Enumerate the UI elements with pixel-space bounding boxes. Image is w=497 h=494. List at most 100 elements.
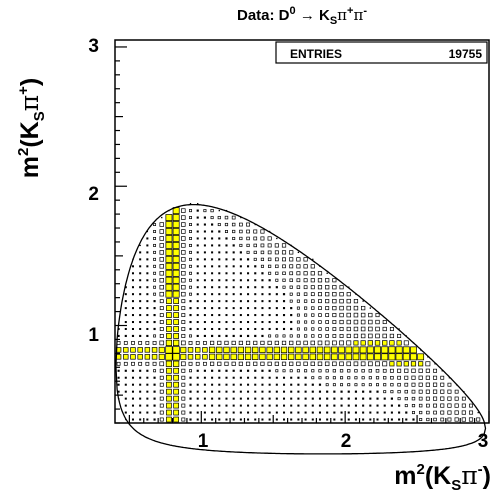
histogram-bin	[153, 313, 156, 317]
histogram-bin	[359, 353, 367, 361]
histogram-bin	[203, 216, 206, 219]
histogram-bin	[218, 369, 221, 372]
histogram-bin	[159, 257, 164, 262]
histogram-bin	[195, 361, 200, 366]
histogram-bin	[382, 326, 387, 332]
histogram-bin	[124, 334, 127, 338]
histogram-bin	[247, 383, 250, 386]
histogram-bin	[361, 383, 365, 387]
histogram-bin	[267, 257, 272, 262]
histogram-bin	[189, 209, 193, 213]
histogram-bin	[297, 383, 300, 386]
histogram-bin	[254, 404, 257, 407]
histogram-bin	[173, 374, 179, 381]
histogram-bin	[146, 258, 149, 261]
histogram-bin	[410, 346, 417, 354]
histogram-bin	[281, 361, 287, 366]
histogram-bin	[146, 404, 149, 407]
histogram-bin	[189, 202, 192, 205]
histogram-bin	[304, 390, 307, 393]
histogram-bin	[123, 361, 128, 366]
histogram-bin	[390, 375, 394, 380]
histogram-bin	[239, 243, 243, 247]
histogram-bin	[189, 313, 192, 317]
histogram-bin	[347, 411, 350, 414]
histogram-bin	[397, 333, 402, 338]
histogram-bin	[360, 361, 366, 367]
histogram-bin	[362, 404, 365, 407]
histogram-bin	[273, 346, 280, 354]
histogram-bin	[166, 326, 172, 332]
y-axis-label: m2(KSπ+)	[15, 78, 48, 179]
histogram-bin	[296, 327, 300, 331]
histogram-bin	[289, 334, 293, 338]
histogram-bin	[454, 417, 459, 422]
histogram-bin	[218, 251, 221, 254]
histogram-bin	[345, 346, 353, 354]
histogram-bin	[124, 300, 127, 303]
histogram-bin	[130, 354, 136, 360]
histogram-bin	[189, 271, 192, 275]
histogram-bin	[353, 326, 359, 332]
histogram-bin	[246, 229, 250, 234]
title-pi1: π	[337, 6, 347, 24]
histogram-bin	[211, 376, 214, 379]
histogram-bin	[131, 397, 134, 400]
histogram-bin	[362, 418, 365, 421]
histogram-bin	[189, 369, 192, 373]
histogram-bin	[131, 361, 135, 366]
histogram-bin	[139, 279, 142, 282]
histogram-bin	[318, 390, 322, 393]
histogram-bin	[275, 300, 278, 303]
histogram-bin	[146, 286, 149, 289]
histogram-bin	[368, 383, 372, 387]
histogram-bin	[410, 361, 417, 367]
histogram-bin	[261, 314, 264, 317]
histogram-bin	[359, 346, 367, 354]
histogram-bin	[274, 243, 279, 248]
histogram-bin	[196, 272, 199, 275]
histogram-bin	[318, 369, 322, 373]
histogram-bin	[362, 397, 365, 400]
histogram-bin	[210, 209, 214, 213]
histogram-bin	[225, 244, 228, 247]
histogram-bin	[323, 346, 331, 354]
histogram-bin	[196, 293, 199, 296]
histogram-bin	[159, 264, 164, 269]
histogram-bin	[440, 417, 445, 422]
histogram-bin	[239, 327, 242, 331]
histogram-bin	[404, 404, 408, 408]
histogram-bin	[218, 390, 221, 393]
histogram-bin	[232, 411, 235, 414]
histogram-bin	[146, 251, 149, 254]
histogram-bin	[260, 340, 265, 346]
histogram-bin	[189, 307, 192, 310]
chart-title: Data: D0 → KSπ+π-	[237, 5, 367, 27]
histogram-bin	[376, 383, 380, 387]
histogram-bin	[166, 409, 172, 416]
histogram-bin	[317, 340, 323, 346]
histogram-bin	[181, 306, 186, 311]
histogram-bin	[326, 390, 329, 393]
histogram-bin	[366, 353, 374, 361]
histogram-bin	[189, 285, 192, 289]
histogram-bin	[189, 376, 192, 379]
histogram-bin	[196, 418, 199, 421]
histogram-bin	[253, 243, 257, 248]
histogram-bin	[153, 404, 156, 407]
histogram-bin	[254, 383, 257, 386]
histogram-bin	[181, 375, 186, 380]
histogram-bin	[172, 269, 180, 277]
histogram-bin	[196, 244, 199, 247]
histogram-bin	[261, 397, 264, 400]
histogram-bin	[282, 300, 286, 303]
histogram-bin	[383, 411, 386, 414]
histogram-bin	[139, 265, 142, 268]
histogram-bin	[332, 306, 337, 311]
histogram-bin	[159, 417, 164, 422]
histogram-bin	[218, 293, 221, 296]
histogram-bin	[189, 327, 192, 331]
histogram-bin	[172, 214, 180, 222]
histogram-bin	[369, 418, 372, 421]
histogram-bin	[317, 292, 322, 297]
